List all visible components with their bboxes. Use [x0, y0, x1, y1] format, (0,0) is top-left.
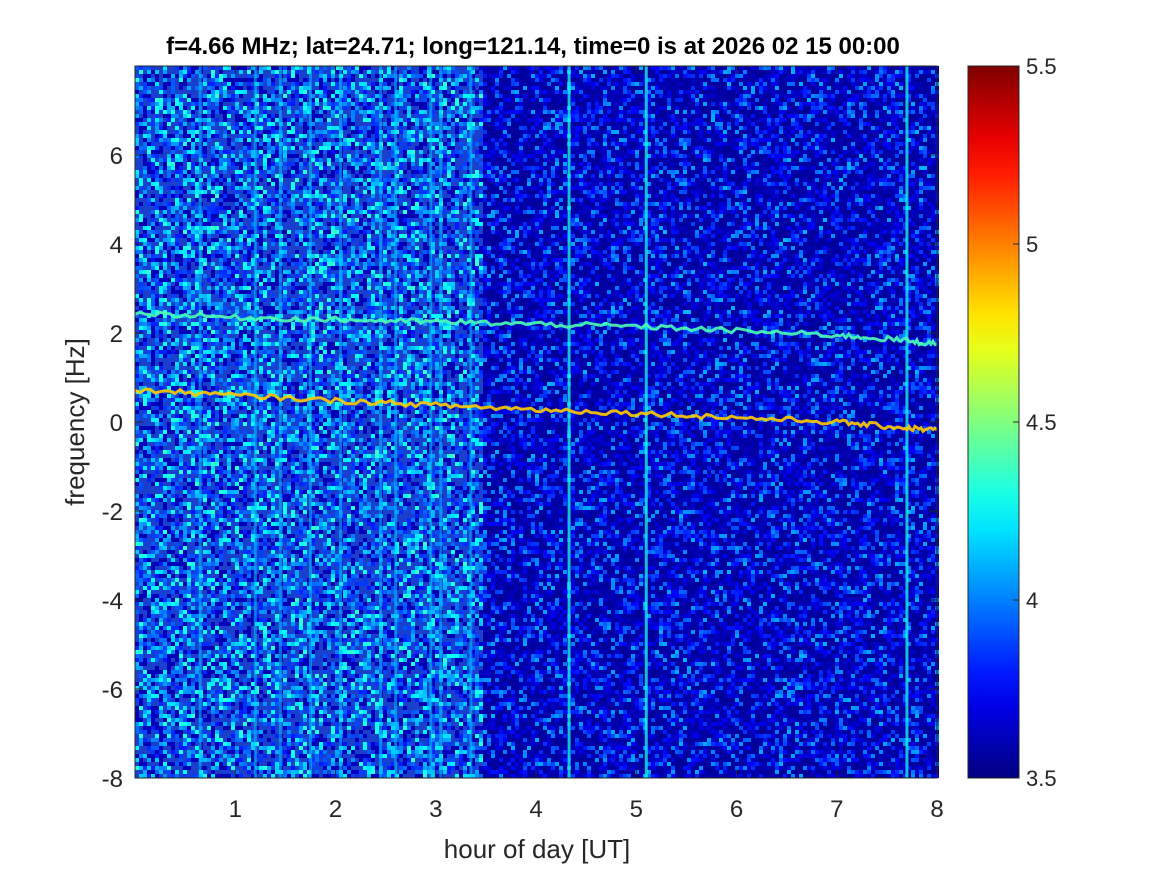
- vertical-streak-3: [309, 66, 312, 778]
- colorbar-tick-label: 5.5: [1026, 54, 1057, 79]
- vertical-streak-11: [645, 66, 648, 778]
- vertical-streak-2: [279, 66, 282, 778]
- vertical-streak-6: [394, 66, 397, 778]
- x-tick-label: 7: [830, 796, 843, 823]
- vertical-streak-1: [254, 66, 257, 778]
- x-tick-label: 4: [529, 796, 542, 823]
- y-tick-label: -4: [102, 588, 123, 615]
- chart-title: f=4.66 MHz; lat=24.71; long=121.14, time…: [166, 33, 900, 60]
- x-axis-label: hour of day [UT]: [444, 834, 630, 864]
- vertical-streak-9: [469, 66, 472, 778]
- x-tick-label: 5: [630, 796, 643, 823]
- spectrogram-plot: [135, 66, 939, 778]
- colorbar-ticks: 3.5 4 4.5 5 5.5: [1013, 54, 1057, 791]
- vertical-streak-7: [429, 66, 432, 778]
- y-tick-label: -8: [102, 766, 123, 793]
- vertical-streak-0: [199, 66, 202, 778]
- colorbar-tick-label: 4.5: [1026, 410, 1057, 435]
- colorbar-gradient: [968, 66, 1019, 778]
- colorbar-tick-label: 4: [1026, 588, 1038, 613]
- y-tick-label: 6: [110, 143, 123, 170]
- colorbar-tick-label: 5: [1026, 232, 1038, 257]
- vertical-streak-5: [379, 66, 382, 778]
- x-tick-label: 1: [229, 796, 242, 823]
- x-tick-label: 8: [930, 796, 943, 823]
- colorbar-tick-label: 3.5: [1026, 766, 1057, 791]
- y-axis-label: frequency [Hz]: [60, 338, 90, 506]
- y-tick-label: 0: [110, 410, 123, 437]
- x-tick-label: 3: [429, 796, 442, 823]
- x-tick-label: 6: [730, 796, 743, 823]
- vertical-streak-4: [339, 66, 342, 778]
- y-tick-label: 2: [110, 321, 123, 348]
- vertical-streak-12: [905, 66, 908, 778]
- vertical-streak-8: [439, 66, 442, 778]
- colorbar: 3.5 4 4.5 5 5.5: [968, 54, 1057, 791]
- y-tick-label: -6: [102, 677, 123, 704]
- y-tick-label: -2: [102, 499, 123, 526]
- vertical-streak-10: [568, 66, 571, 778]
- y-tick-label: 4: [110, 232, 123, 259]
- x-tick-label: 2: [329, 796, 342, 823]
